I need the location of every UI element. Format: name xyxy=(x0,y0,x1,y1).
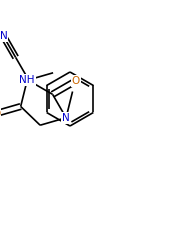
Text: N: N xyxy=(0,31,7,41)
Text: NH: NH xyxy=(19,75,35,85)
Text: N: N xyxy=(62,113,70,123)
Text: O: O xyxy=(72,76,80,86)
